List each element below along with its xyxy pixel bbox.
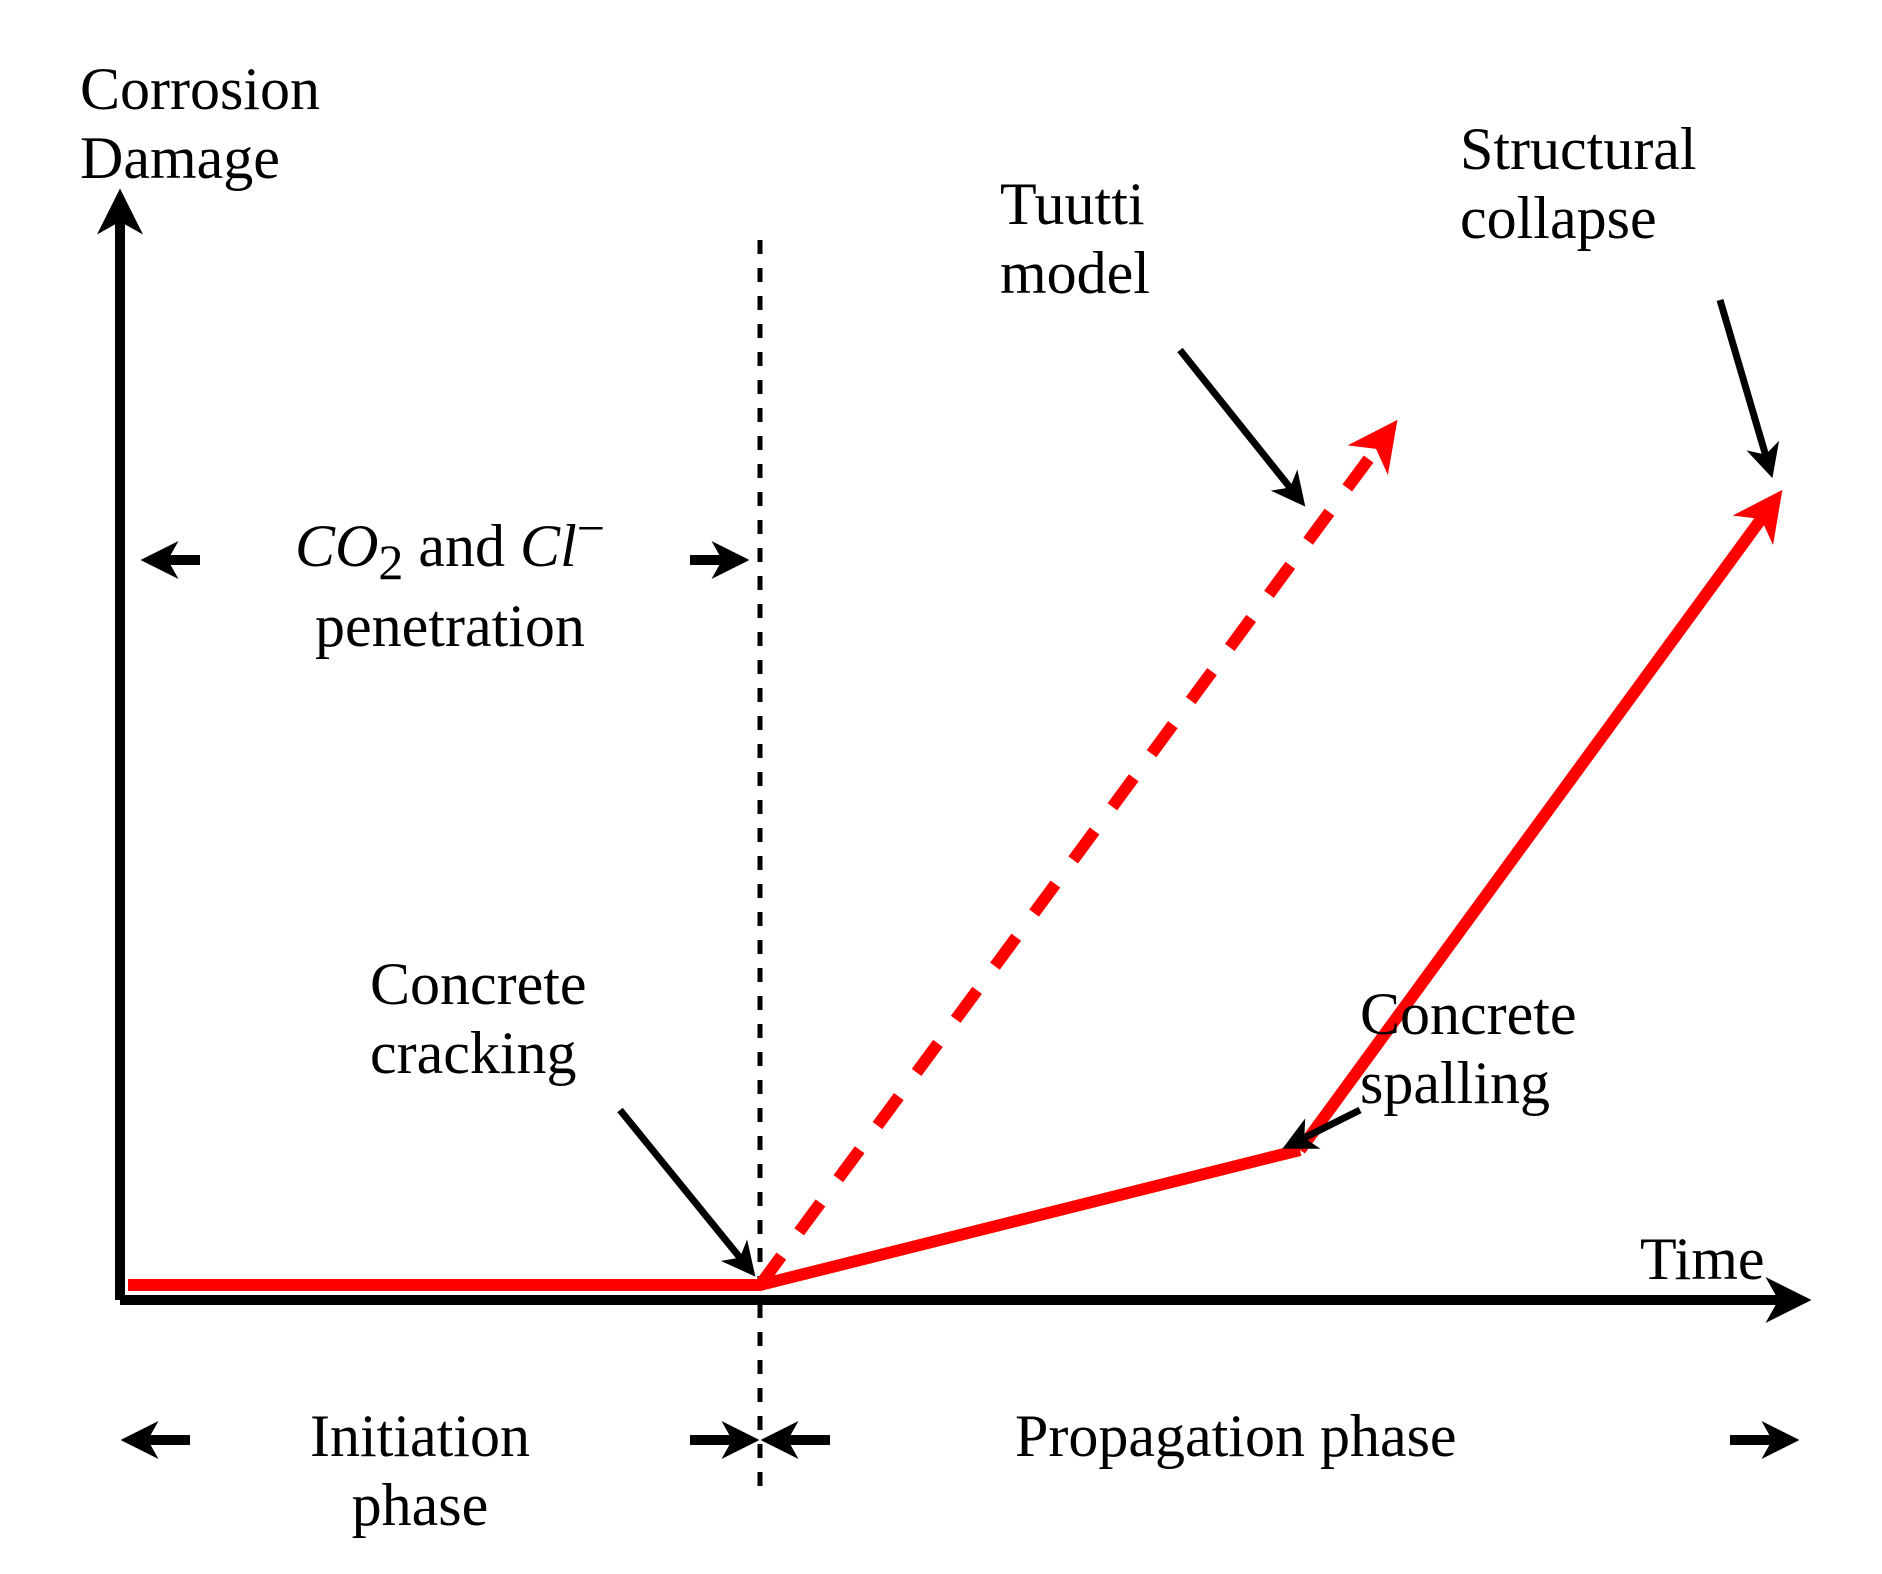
propagation-phase-label: Propagation phase: [1015, 1402, 1457, 1471]
concrete-cracking-label: Concretecracking: [370, 950, 587, 1088]
tuutti-model-label: Tuuttimodel: [1000, 170, 1150, 308]
concrete-cracking-arrow: [620, 1110, 750, 1270]
diagram-root: Corrosion Damage Time CO2 and Cl−penetra…: [0, 0, 1882, 1574]
damage-curve-solid: [128, 1150, 1300, 1285]
initiation-phase-label: Initiationphase: [310, 1402, 530, 1540]
penetration-label: CO2 and Cl−penetration: [210, 500, 690, 661]
concrete-spalling-label: Concretespalling: [1360, 980, 1577, 1118]
tuutti-model-arrow: [1180, 350, 1300, 500]
structural-collapse-arrow: [1720, 300, 1770, 470]
y-axis-label: Corrosion Damage: [80, 55, 320, 193]
structural-collapse-label: Structuralcollapse: [1460, 115, 1697, 253]
x-axis-label: Time: [1640, 1225, 1765, 1294]
